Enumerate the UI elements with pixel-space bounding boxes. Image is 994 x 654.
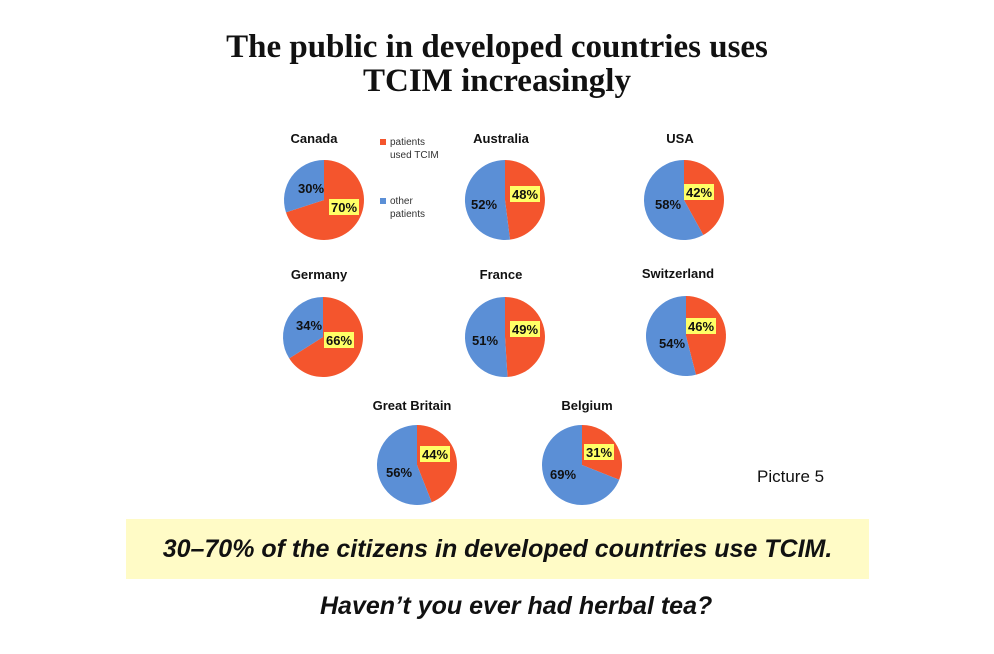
label-tcim: 42% <box>686 185 712 200</box>
label-other: 56% <box>386 465 412 480</box>
pie-germany: Germany 66% 34% <box>283 267 364 377</box>
slice-tcim <box>417 425 457 503</box>
label-other: 54% <box>659 336 685 351</box>
label-other: 52% <box>471 197 497 212</box>
pie-belgium: Belgium 31% 69% <box>541 398 622 505</box>
legend-label: used TCIM <box>390 150 439 161</box>
label-tcim: 70% <box>331 200 357 215</box>
legend-label: patients <box>390 137 425 148</box>
label-other: 51% <box>472 333 498 348</box>
slice-tcim <box>686 296 726 375</box>
pie-great-britain: Great Britain 44% 56% <box>373 398 457 505</box>
label-box <box>420 446 450 462</box>
pie-title: Germany <box>291 267 348 282</box>
label-box <box>686 318 716 334</box>
legend-swatch <box>380 139 386 145</box>
pie-switzerland: Switzerland 46%54% <box>642 266 726 376</box>
pie-france: France 49% 51% <box>464 267 545 377</box>
picture-label: Picture 5 <box>757 467 825 486</box>
label-tcim: 49% <box>512 322 538 337</box>
label-box <box>584 444 614 460</box>
pie-title: USA <box>666 131 694 146</box>
pie-australia: Australia 48% 52% <box>464 131 545 240</box>
slice-other <box>645 296 696 376</box>
label-other: 58% <box>655 197 681 212</box>
pie-title: Belgium <box>561 398 612 413</box>
pie-title: Australia <box>473 131 529 146</box>
slice-other <box>376 425 432 505</box>
pie-title: France <box>480 267 523 282</box>
question-text: Haven’t you ever had herbal tea? <box>320 592 713 620</box>
slice-tcim <box>285 160 365 240</box>
label-other: 30% <box>298 181 324 196</box>
title-line-2: TCIM increasingly <box>363 63 631 99</box>
pie-usa: USA 42% 58% <box>643 131 724 241</box>
slice-other <box>284 160 324 213</box>
page-title: The public in developed countries uses T… <box>0 30 994 98</box>
slice-other <box>541 425 620 505</box>
legend: patients used TCIM other patients <box>380 137 439 220</box>
label-tcim: 44% <box>422 447 448 462</box>
legend-label: other <box>390 196 413 207</box>
legend-label: patients <box>390 209 425 220</box>
label-box <box>324 332 354 348</box>
legend-swatch <box>380 198 386 204</box>
slice-other <box>464 297 508 377</box>
label-tcim: 48% <box>512 187 538 202</box>
title-line-1: The public in developed countries uses <box>226 29 768 65</box>
banner-text: 30–70% of the citizens in developed coun… <box>162 535 833 563</box>
label-box <box>684 184 714 200</box>
slice-other <box>643 160 704 241</box>
pie-title: Great Britain <box>373 398 452 413</box>
pie-canada: Canada 70% 30% <box>284 131 365 240</box>
label-box <box>510 186 540 202</box>
label-tcim: 66% <box>326 333 352 348</box>
pie-title: Switzerland <box>642 266 714 281</box>
slice-other <box>283 297 323 359</box>
label-tcim: 46% <box>688 319 714 334</box>
pie-title: Canada <box>291 131 339 146</box>
highlight-banner <box>126 519 869 579</box>
label-tcim: 31% <box>586 445 612 460</box>
label-other: 69% <box>550 467 576 482</box>
slice-other <box>464 159 511 240</box>
label-box <box>329 199 359 215</box>
label-other: 34% <box>296 318 322 333</box>
label-box <box>510 321 540 337</box>
